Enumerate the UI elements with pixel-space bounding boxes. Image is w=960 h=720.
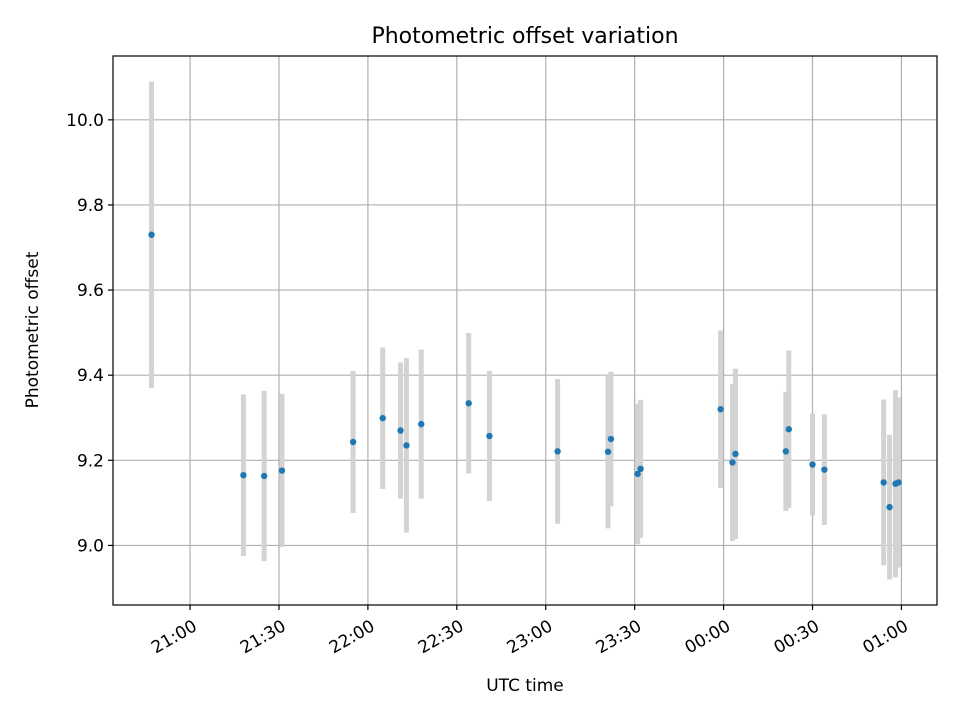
data-point [785,426,792,433]
y-tick-label: 9.0 [77,536,104,556]
data-point [465,400,472,407]
y-tick-label: 9.6 [77,281,104,301]
data-point [240,471,247,479]
data-point [717,406,724,413]
y-axis-label: Photometric offset [23,251,43,408]
data-point [880,479,887,486]
data-point [148,231,155,238]
y-tick-label: 9.2 [77,451,104,471]
data-point [634,470,641,478]
y-tick-label: 10.0 [66,111,104,131]
data-points [148,231,902,511]
data-point [607,435,615,443]
data-point [604,448,612,455]
data-point [809,461,816,468]
data-point [397,427,404,434]
data-point [403,442,410,449]
chart-title: Photometric offset variation [371,24,678,49]
plot-frame [112,55,938,606]
data-point [732,450,739,458]
data-point [886,503,893,511]
data-point [379,414,386,422]
data-point [418,420,425,428]
data-point [349,438,357,446]
data-point [637,465,644,473]
y-axis-ticks: 9.0 9.2 9.4 9.6 9.8 10.0 [66,111,113,556]
data-point [554,448,561,455]
x-axis-label: UTC time [486,676,564,696]
y-tick-label: 9.8 [77,196,104,216]
y-tick-label: 9.4 [77,366,104,386]
data-point [260,472,268,480]
data-point [821,466,828,473]
data-point [486,432,493,440]
data-point [278,467,286,474]
data-point [729,459,736,466]
grid-lines [113,56,937,605]
data-point [895,479,902,486]
data-point [782,448,790,455]
